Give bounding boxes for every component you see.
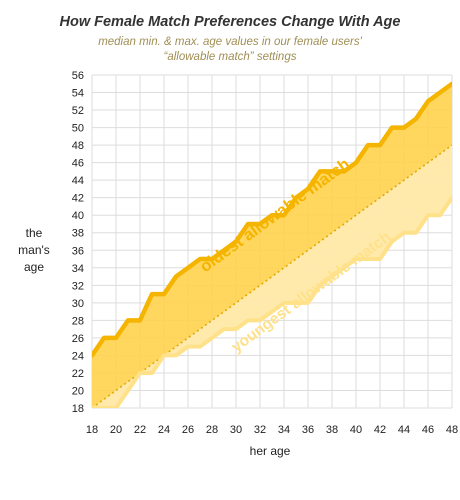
reference-diagonal <box>92 144 452 408</box>
x-tick-label: 30 <box>230 424 242 436</box>
x-tick-label: 38 <box>326 424 338 436</box>
y-tick-label: 50 <box>72 123 84 135</box>
y-tick-label: 36 <box>72 245 84 257</box>
chart-subtitle-line-2: “allowable match” settings <box>163 51 297 63</box>
y-tick-label: 42 <box>72 193 84 205</box>
y-tick-label: 34 <box>72 263 84 275</box>
chart-title: How Female Match Preferences Change With… <box>59 14 401 30</box>
axes: 18 20 22 24 26 28 30 32 34 36 38 40 42 44 46 48 50 52 54 56… <box>72 70 458 436</box>
y-axis-label-line-2: man's <box>18 243 50 257</box>
x-tick-label: 34 <box>278 424 290 436</box>
upper-band <box>92 83 452 408</box>
y-tick-label: 26 <box>72 333 84 345</box>
x-tick-label: 48 <box>446 424 458 436</box>
y-tick-label: 20 <box>72 385 84 397</box>
y-axis-label: the man's age <box>14 225 54 276</box>
y-tick-label: 40 <box>72 210 84 222</box>
y-axis-label-line-1: the <box>25 226 43 240</box>
x-tick-label: 44 <box>398 424 410 436</box>
x-tick-label: 32 <box>254 424 266 436</box>
x-tick-label: 20 <box>110 424 122 436</box>
y-tick-label: 56 <box>72 70 84 82</box>
y-tick-label: 38 <box>72 228 84 240</box>
y-tick-label: 18 <box>72 403 84 415</box>
youngest-match-line <box>92 195 452 408</box>
y-axis-label-line-3: age <box>23 260 45 274</box>
y-tick-label: 30 <box>72 298 84 310</box>
x-tick-label: 36 <box>302 424 314 436</box>
y-tick-label: 32 <box>72 280 84 292</box>
series-lines <box>92 81 452 408</box>
x-tick-label: 24 <box>158 424 170 436</box>
x-tick-label: 46 <box>422 424 434 436</box>
y-tick-label: 28 <box>72 315 84 327</box>
y-tick-label: 52 <box>72 105 84 117</box>
y-tick-label: 48 <box>72 140 84 152</box>
y-tick-label: 22 <box>72 368 84 380</box>
y-tick-label: 54 <box>72 88 84 100</box>
x-tick-label: 42 <box>374 424 386 436</box>
chart-subtitle-line-1: median min. & max. age values in our fem… <box>98 36 362 48</box>
range-bands <box>92 83 452 408</box>
x-tick-label: 40 <box>350 424 362 436</box>
oldest-match-line <box>92 81 452 358</box>
y-tick-label: 44 <box>72 175 84 187</box>
x-tick-label: 26 <box>182 424 194 436</box>
x-tick-label: 18 <box>86 424 98 436</box>
x-axis-label: her age <box>249 444 291 458</box>
x-tick-label: 28 <box>206 424 218 436</box>
y-tick-label: 24 <box>72 350 84 362</box>
y-tick-label: 46 <box>72 158 84 170</box>
x-tick-label: 22 <box>134 424 146 436</box>
